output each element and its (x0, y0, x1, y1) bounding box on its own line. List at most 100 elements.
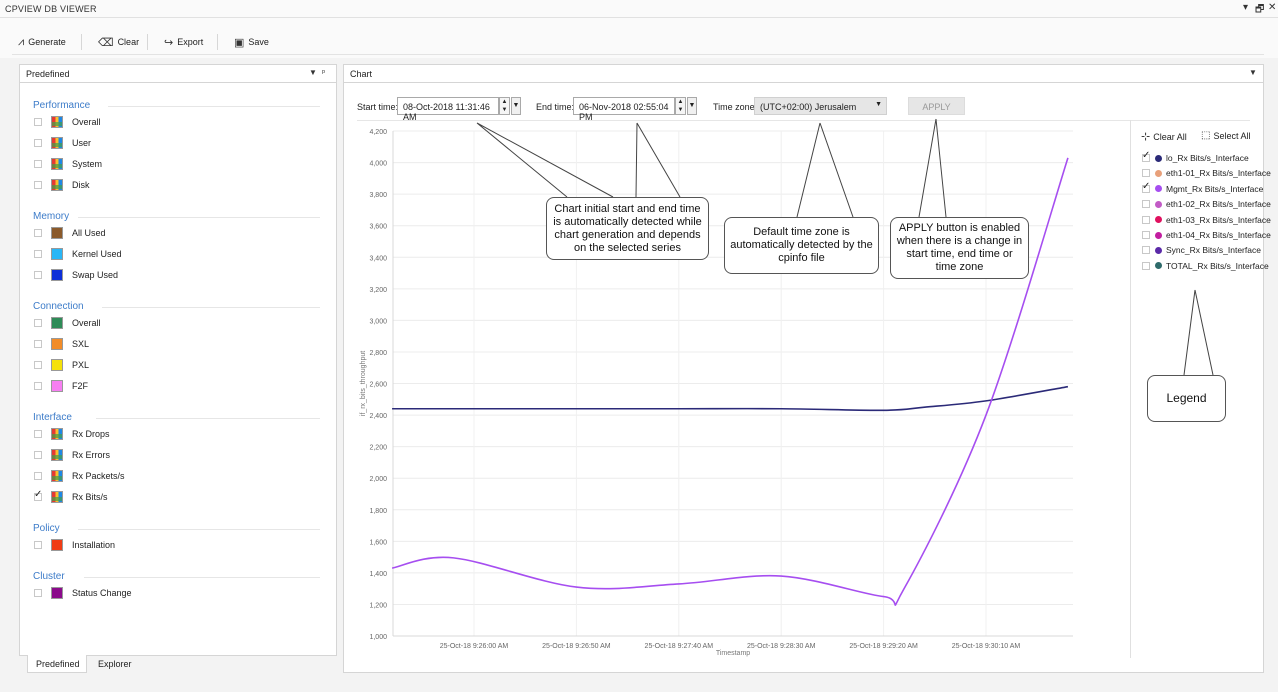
legend-item[interactable]: eth1-04_Rx Bits/s_Interface (1142, 229, 1271, 241)
series-item[interactable]: Overall (34, 316, 101, 330)
clear-all-button[interactable]: ⊹ Clear All (1141, 130, 1187, 143)
series-checkbox[interactable] (34, 160, 42, 168)
legend-label: TOTAL_Rx Bits/s_Interface (1166, 260, 1269, 271)
series-item[interactable]: Disk (34, 178, 90, 192)
legend-item[interactable]: eth1-02_Rx Bits/s_Interface (1142, 198, 1271, 210)
y-tick-label: 2,200 (369, 445, 387, 452)
series-color-swatch[interactable] (51, 317, 63, 329)
legend-checkbox[interactable] (1142, 246, 1150, 255)
series-item[interactable]: Installation (34, 538, 115, 552)
series-checkbox[interactable] (34, 229, 42, 237)
series-color-swatch[interactable] (51, 227, 63, 239)
save-button[interactable]: ▣ Save (234, 35, 269, 49)
panel-dropdown-icon[interactable]: ▼ (1249, 68, 1257, 77)
series-color-swatch[interactable] (51, 359, 63, 371)
series-color-swatch[interactable] (51, 449, 63, 461)
series-item[interactable]: Rx Packets/s (34, 469, 125, 483)
series-checkbox[interactable] (34, 489, 42, 501)
series-checkbox[interactable] (34, 271, 42, 279)
end-time-spinner[interactable]: ▲ ▼ (675, 97, 686, 115)
series-item[interactable]: Rx Errors (34, 448, 110, 462)
time-pointer-end (635, 122, 681, 198)
series-checkbox[interactable] (34, 589, 42, 597)
start-time-spinner[interactable]: ▲ ▼ (499, 97, 510, 115)
series-checkbox[interactable] (34, 472, 42, 480)
tab-explorer[interactable]: Explorer (98, 659, 132, 669)
close-icon[interactable]: ✕ (1268, 2, 1277, 13)
series-item[interactable]: Status Change (34, 586, 132, 600)
series-color-swatch[interactable] (51, 269, 63, 281)
legend-checkbox[interactable] (1142, 150, 1150, 162)
series-checkbox[interactable] (34, 451, 42, 459)
legend-item[interactable]: Mgmt_Rx Bits/s_Interface (1142, 181, 1263, 195)
series-item[interactable]: Overall (34, 115, 101, 129)
legend-item[interactable]: lo_Rx Bits/s_Interface (1142, 150, 1249, 164)
series-color-swatch[interactable] (51, 491, 63, 503)
legend-checkbox[interactable] (1142, 200, 1150, 209)
series-item[interactable]: SXL (34, 337, 89, 351)
series-color-swatch[interactable] (51, 338, 63, 350)
series-checkbox[interactable] (34, 139, 42, 147)
apply-button[interactable]: APPLY (908, 97, 965, 115)
legend-checkbox[interactable] (1142, 215, 1150, 224)
series-item[interactable]: Rx Bits/s (34, 489, 108, 504)
predefined-panel-title: Predefined (26, 69, 70, 79)
panel-dropdown-icon[interactable]: ▼ (309, 68, 317, 77)
series-checkbox[interactable] (34, 250, 42, 258)
series-color-swatch[interactable] (51, 116, 63, 128)
series-item[interactable]: Kernel Used (34, 247, 122, 261)
dropdown-icon[interactable]: ▾ (1243, 2, 1249, 13)
end-time-input[interactable]: 06-Nov-2018 02:55:04 PM (573, 97, 675, 122)
legend-item[interactable]: Sync_Rx Bits/s_Interface (1142, 244, 1261, 256)
legend-checkbox[interactable] (1142, 261, 1150, 270)
legend-label: eth1-02_Rx Bits/s_Interface (1166, 199, 1271, 210)
series-checkbox[interactable] (34, 361, 42, 369)
legend-item[interactable]: TOTAL_Rx Bits/s_Interface (1142, 260, 1269, 272)
series-checkbox[interactable] (34, 181, 42, 189)
y-tick-label: 4,200 (369, 129, 387, 136)
series-color-swatch[interactable] (51, 428, 63, 440)
series-color-swatch[interactable] (51, 137, 63, 149)
clear-button[interactable]: ⌫ Clear (98, 35, 139, 49)
series-item[interactable]: Swap Used (34, 268, 118, 282)
legend-checkbox[interactable] (1142, 231, 1150, 239)
series-color-swatch[interactable] (51, 158, 63, 170)
y-axis-title: if_rx_bits_throughput (360, 351, 367, 416)
legend-item[interactable]: eth1-01_Rx Bits/s_Interface (1142, 167, 1271, 179)
series-checkbox[interactable] (34, 382, 42, 390)
time-zone-select[interactable]: (UTC+02:00) Jerusalem ▼ (754, 97, 887, 115)
series-color-swatch[interactable] (51, 539, 63, 551)
series-item[interactable]: PXL (34, 358, 89, 372)
series-color-swatch[interactable] (51, 587, 63, 599)
series-item[interactable]: All Used (34, 226, 106, 240)
legend-checkbox[interactable] (1142, 181, 1150, 193)
select-all-icon: ⬚ (1201, 130, 1211, 141)
series-checkbox[interactable] (34, 541, 42, 549)
legend-color-dot (1155, 185, 1162, 193)
series-checkbox[interactable] (34, 340, 42, 348)
legend-checkbox[interactable] (1142, 169, 1150, 178)
series-checkbox[interactable] (34, 118, 42, 126)
series-color-swatch[interactable] (51, 248, 63, 260)
series-color-swatch[interactable] (51, 470, 63, 482)
series-item[interactable]: User (34, 136, 91, 150)
end-time-dropdown[interactable]: ▼ (687, 97, 697, 115)
pin-icon[interactable]: ᵖ (322, 68, 326, 77)
export-button[interactable]: ↪ Export (164, 35, 203, 49)
restore-icon[interactable]: 🗗 (1255, 4, 1265, 15)
series-item[interactable]: System (34, 157, 102, 171)
series-color-swatch[interactable] (51, 380, 63, 392)
y-tick-label: 3,200 (369, 287, 387, 294)
legend-item[interactable]: eth1-03_Rx Bits/s_Interface (1142, 214, 1271, 226)
series-item[interactable]: Rx Drops (34, 427, 110, 441)
series-checkbox[interactable] (34, 430, 42, 438)
chevron-down-icon: ▼ (875, 101, 882, 108)
start-time-dropdown[interactable]: ▼ (511, 97, 521, 115)
series-checkbox[interactable] (34, 319, 42, 327)
generate-button[interactable]: ⩘ Generate (18, 35, 66, 49)
start-time-input[interactable]: 08-Oct-2018 11:31:46 AM (397, 97, 499, 122)
select-all-button[interactable]: ⬚ Select All (1201, 130, 1250, 141)
series-color-swatch[interactable] (51, 179, 63, 191)
series-item[interactable]: F2F (34, 379, 88, 393)
tab-predefined[interactable]: Predefined (27, 655, 87, 673)
